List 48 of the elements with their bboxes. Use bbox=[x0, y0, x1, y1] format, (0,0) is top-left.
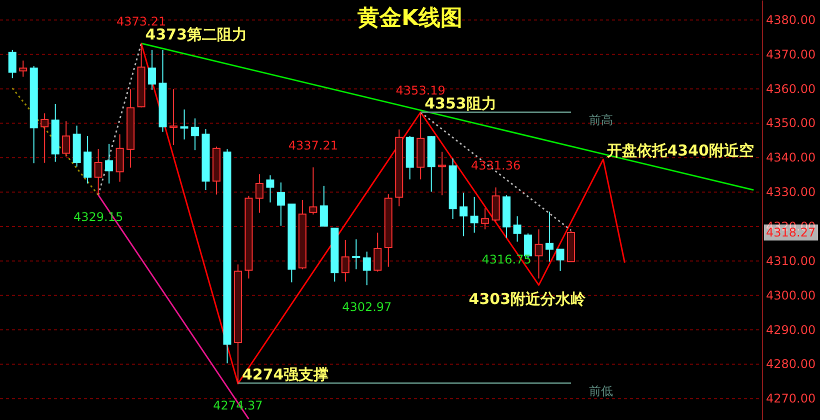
candlestick bbox=[460, 192, 468, 237]
y-tick-label: 4380.00 bbox=[766, 12, 816, 27]
candlestick bbox=[148, 49, 156, 90]
candlestick bbox=[438, 151, 446, 196]
candlestick bbox=[352, 238, 360, 270]
y-tick-label: 4300.00 bbox=[766, 288, 816, 302]
y-tick-label: 4270.00 bbox=[766, 392, 816, 406]
candlestick bbox=[374, 232, 382, 272]
series-label: 前低 bbox=[589, 384, 613, 398]
y-tick-label: 4330.00 bbox=[766, 185, 816, 200]
candlestick bbox=[8, 49, 16, 79]
candlestick bbox=[320, 185, 328, 227]
candlestick bbox=[556, 248, 564, 272]
candlestick bbox=[191, 118, 199, 151]
candlestick bbox=[105, 143, 114, 184]
candlestick bbox=[341, 239, 350, 282]
candlestick bbox=[180, 108, 188, 140]
annotation: 4337.21 bbox=[288, 138, 338, 152]
candlestick bbox=[40, 112, 49, 164]
y-tick-label: 4280.00 bbox=[766, 357, 816, 372]
candlestick bbox=[170, 88, 178, 146]
candlestick bbox=[513, 216, 522, 242]
candlestick bbox=[116, 134, 124, 182]
candlestick bbox=[309, 166, 318, 215]
candlestick bbox=[481, 208, 490, 230]
candlestick bbox=[94, 148, 102, 196]
candlestick bbox=[362, 251, 371, 286]
candlestick bbox=[19, 60, 28, 78]
candlestick bbox=[276, 182, 285, 226]
y-tick-label: 4370.00 bbox=[766, 47, 816, 62]
annotation: 4302.97 bbox=[342, 300, 392, 314]
y-tick-label: 4290.00 bbox=[766, 322, 816, 337]
annotation: 4331.36 bbox=[470, 158, 521, 172]
y-tick-label: 4340.00 bbox=[766, 150, 816, 165]
candlestick bbox=[62, 120, 70, 158]
candlestick bbox=[546, 211, 554, 262]
candlestick bbox=[534, 228, 543, 280]
chart-title: 黄金K线图 bbox=[356, 6, 463, 31]
y-tick-label: 4310.00 bbox=[766, 254, 816, 268]
annotation: 4274强支撑 bbox=[242, 366, 329, 384]
y-tick-label: 4360.00 bbox=[766, 82, 816, 96]
annotation: 开盘依托4340附近空 bbox=[606, 141, 754, 160]
series-label: 前高 bbox=[589, 113, 613, 128]
candlestick bbox=[266, 174, 274, 203]
candlestick bbox=[470, 196, 478, 234]
y-tick-label: 4350.00 bbox=[766, 116, 816, 130]
candlestick bbox=[255, 174, 264, 214]
annotation: 4303附近分水岭 bbox=[468, 290, 587, 308]
